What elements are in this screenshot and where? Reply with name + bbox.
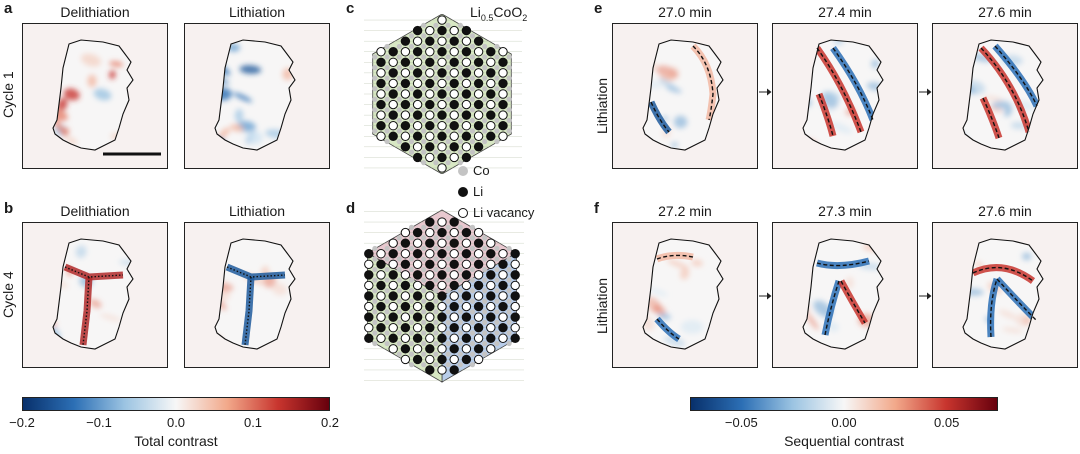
image-e-1 bbox=[772, 23, 918, 169]
total-contrast-colorbar bbox=[22, 397, 330, 411]
total-contrast-label: Total contrast bbox=[134, 433, 218, 449]
colorbar-tick-label: 0.2 bbox=[320, 415, 340, 430]
formula-sub2: 2 bbox=[522, 12, 528, 23]
li-marker-icon bbox=[458, 186, 468, 197]
image-f-0-svg bbox=[642, 238, 724, 350]
lattice-d-diagram bbox=[364, 209, 524, 383]
image-f-2 bbox=[932, 222, 1078, 368]
image-a-delithiation bbox=[22, 23, 168, 169]
formula-li: Li bbox=[470, 4, 481, 20]
panel-e-time-2: 27.6 min bbox=[978, 4, 1032, 20]
panel-a-title-lithiation: Lithiation bbox=[228, 4, 286, 20]
colorbar-tick-label: −0.05 bbox=[724, 415, 758, 430]
colorbar-tick-label: −0.1 bbox=[86, 415, 112, 430]
image-f-1 bbox=[772, 222, 918, 368]
colorbar-tick-label: 0.1 bbox=[243, 415, 263, 430]
arrow-f-1-icon bbox=[759, 292, 772, 300]
image-e-2-svg bbox=[962, 39, 1044, 151]
arrow-e-1-icon bbox=[759, 88, 772, 96]
sequential-contrast-label: Sequential contrast bbox=[784, 433, 904, 449]
legend-item-co: Co bbox=[458, 163, 490, 178]
image-a-lithiation bbox=[184, 23, 330, 169]
panel-a-title-delithiation: Delithiation bbox=[60, 4, 130, 20]
image-b-lithiation-svg bbox=[214, 238, 296, 350]
panel-letter-e: e bbox=[594, 0, 603, 17]
panel-letter-f: f bbox=[594, 200, 599, 217]
formula-sub: 0.5 bbox=[480, 12, 494, 23]
panel-b-title-lithiation: Lithiation bbox=[228, 203, 286, 219]
arrow-e-2-icon bbox=[919, 88, 932, 96]
formula-coo: CoO bbox=[493, 4, 523, 20]
panel-f-row-label: Lithiation bbox=[594, 277, 610, 334]
colorbar-tick-label: 0.00 bbox=[831, 415, 857, 430]
total-contrast-ticks: −0.2 −0.1 0.0 0.1 0.2 bbox=[9, 413, 339, 430]
image-b-delithiation-svg bbox=[52, 238, 134, 350]
legend-li-label: Li bbox=[473, 184, 484, 199]
panel-b-row-label: Cycle 4 bbox=[0, 271, 16, 318]
legend-item-li: Li bbox=[458, 184, 483, 199]
colorbar-tick-label: 0.0 bbox=[166, 415, 186, 430]
panel-e-time-0: 27.0 min bbox=[658, 4, 712, 20]
image-f-0 bbox=[612, 222, 758, 368]
image-e-1-svg bbox=[802, 39, 884, 151]
sequential-contrast-colorbar bbox=[690, 397, 998, 411]
panel-c-formula: Li0.5CoO2 bbox=[470, 4, 527, 23]
image-f-1-svg bbox=[802, 238, 884, 350]
legend-li-vacancy-label: Li vacancy bbox=[473, 205, 535, 220]
panel-letter-b: b bbox=[4, 200, 14, 217]
legend-co-label: Co bbox=[473, 163, 490, 178]
lattice-c-diagram bbox=[364, 14, 522, 174]
panel-f-time-0: 27.2 min bbox=[658, 203, 712, 219]
image-a-lithiation-svg bbox=[214, 39, 296, 151]
image-e-2 bbox=[932, 23, 1078, 169]
colorbar-tick-label: −0.2 bbox=[9, 415, 35, 430]
co-marker-icon bbox=[458, 165, 468, 176]
sequential-contrast-ticks: −0.05 0.00 0.05 bbox=[690, 413, 998, 430]
panel-letter-a: a bbox=[4, 0, 13, 17]
panel-e-time-1: 27.4 min bbox=[818, 4, 872, 20]
panel-f-time-2: 27.6 min bbox=[978, 203, 1032, 219]
panel-b-title-delithiation: Delithiation bbox=[60, 203, 130, 219]
li-vacancy-marker-icon bbox=[458, 207, 468, 218]
image-a-delithiation-svg bbox=[52, 39, 161, 156]
panel-a-row-label: Cycle 1 bbox=[0, 71, 16, 118]
image-e-0 bbox=[612, 23, 758, 169]
arrow-f-2-icon bbox=[919, 292, 932, 300]
colorbar-tick-label: 0.05 bbox=[934, 415, 960, 430]
image-b-delithiation bbox=[22, 222, 168, 368]
image-b-lithiation bbox=[184, 222, 330, 368]
panel-letter-d: d bbox=[346, 200, 356, 217]
panel-f-time-1: 27.3 min bbox=[818, 203, 872, 219]
panel-letter-c: c bbox=[346, 0, 355, 17]
image-f-2-svg bbox=[962, 238, 1044, 350]
legend-item-li-vacancy: Li vacancy bbox=[458, 205, 534, 220]
panel-e-row-label: Lithiation bbox=[594, 77, 610, 134]
image-e-0-svg bbox=[642, 39, 724, 151]
